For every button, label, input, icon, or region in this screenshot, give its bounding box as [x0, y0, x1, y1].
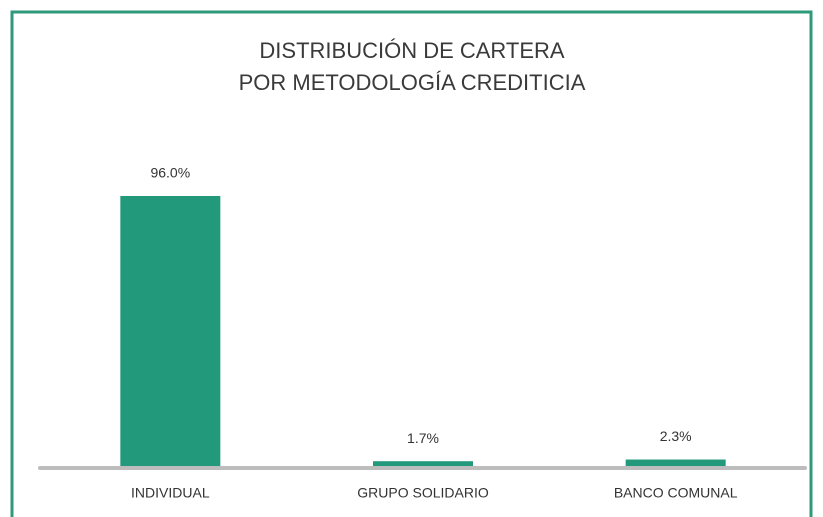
bar [625, 459, 726, 466]
value-label: 1.7% [407, 430, 439, 446]
bar [373, 461, 473, 466]
bar [120, 196, 221, 466]
chart-title: POR METODOLOGÍA CREDITICIA [239, 70, 586, 95]
x-tick-label: INDIVIDUAL [131, 485, 210, 501]
x-tick-label: BANCO COMUNAL [614, 485, 738, 501]
value-label: 2.3% [660, 428, 692, 444]
chart-title: DISTRIBUCIÓN DE CARTERA [259, 38, 565, 63]
x-tick-label: GRUPO SOLIDARIO [357, 485, 489, 501]
value-label: 96.0% [150, 165, 190, 181]
